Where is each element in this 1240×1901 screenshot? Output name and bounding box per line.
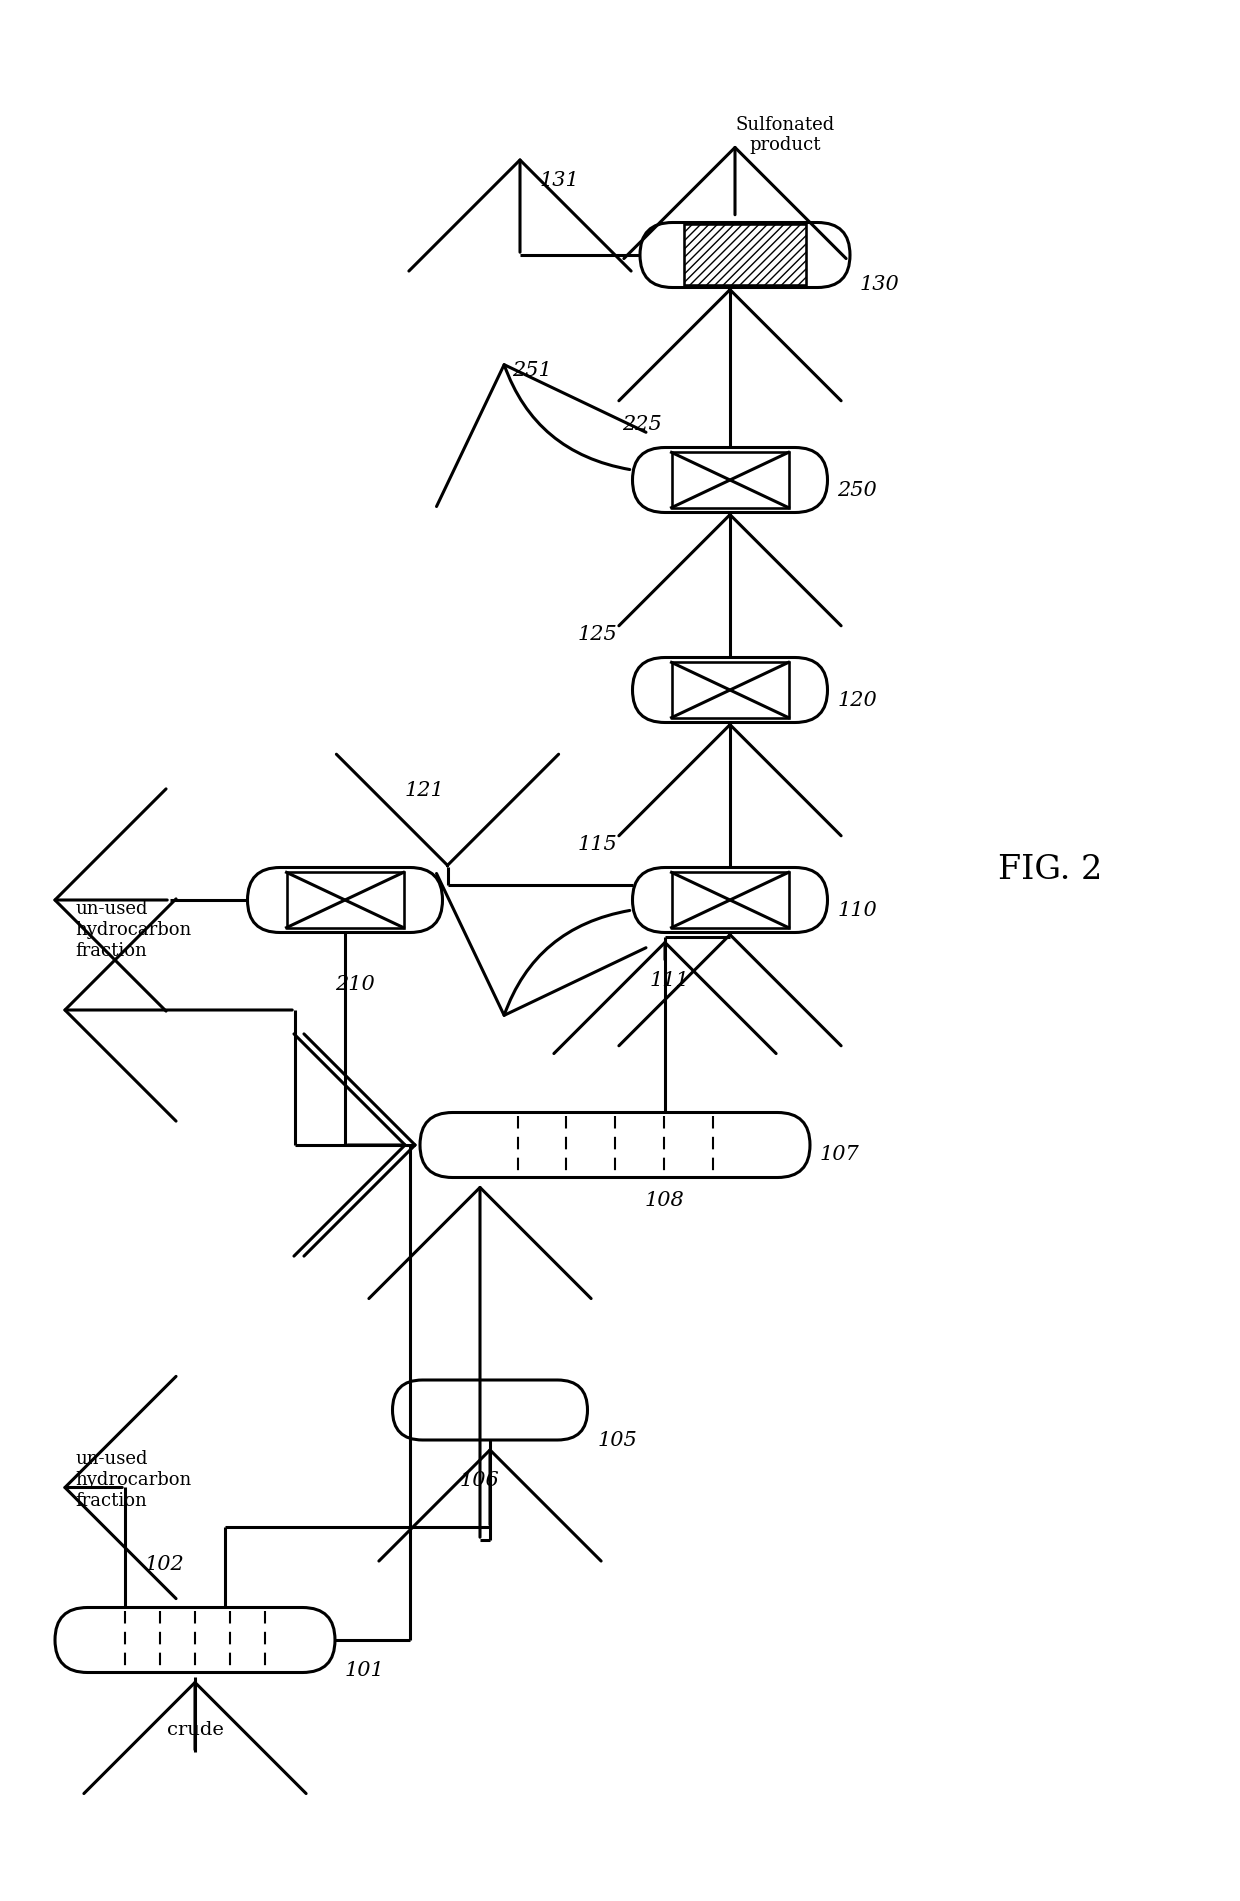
Text: 210: 210: [335, 975, 374, 994]
Text: 120: 120: [837, 690, 877, 709]
FancyBboxPatch shape: [248, 867, 443, 933]
FancyBboxPatch shape: [55, 1608, 335, 1673]
Text: 108: 108: [645, 1190, 684, 1209]
FancyBboxPatch shape: [632, 867, 827, 933]
Text: 130: 130: [861, 276, 900, 295]
FancyBboxPatch shape: [640, 222, 849, 287]
Bar: [672, 452, 789, 508]
Text: un-used
hydrocarbon
fraction: un-used hydrocarbon fraction: [74, 1450, 191, 1509]
Text: 115: 115: [578, 836, 618, 855]
Text: 131: 131: [539, 171, 580, 190]
Text: 250: 250: [837, 481, 877, 500]
Bar: [672, 873, 789, 928]
FancyBboxPatch shape: [632, 447, 827, 513]
Text: 106: 106: [460, 1471, 500, 1490]
Text: 110: 110: [837, 901, 877, 920]
Text: Sulfonated
product: Sulfonated product: [735, 116, 835, 154]
Text: 125: 125: [578, 625, 618, 644]
Text: 101: 101: [345, 1660, 384, 1679]
Text: 102: 102: [145, 1555, 185, 1574]
Text: un-used
hydrocarbon
fraction: un-used hydrocarbon fraction: [74, 901, 191, 960]
Bar: [286, 873, 403, 928]
Bar: [672, 662, 789, 717]
Text: 107: 107: [820, 1146, 859, 1165]
Text: crude: crude: [166, 1720, 223, 1739]
Text: 251: 251: [512, 361, 552, 380]
FancyBboxPatch shape: [393, 1380, 588, 1439]
Text: 225: 225: [622, 416, 662, 435]
FancyBboxPatch shape: [420, 1112, 810, 1177]
Text: 111: 111: [650, 971, 689, 990]
Text: 121: 121: [405, 781, 445, 800]
Text: FIG. 2: FIG. 2: [998, 854, 1102, 886]
Bar: [684, 224, 806, 285]
FancyBboxPatch shape: [632, 658, 827, 722]
Text: 105: 105: [598, 1430, 637, 1449]
